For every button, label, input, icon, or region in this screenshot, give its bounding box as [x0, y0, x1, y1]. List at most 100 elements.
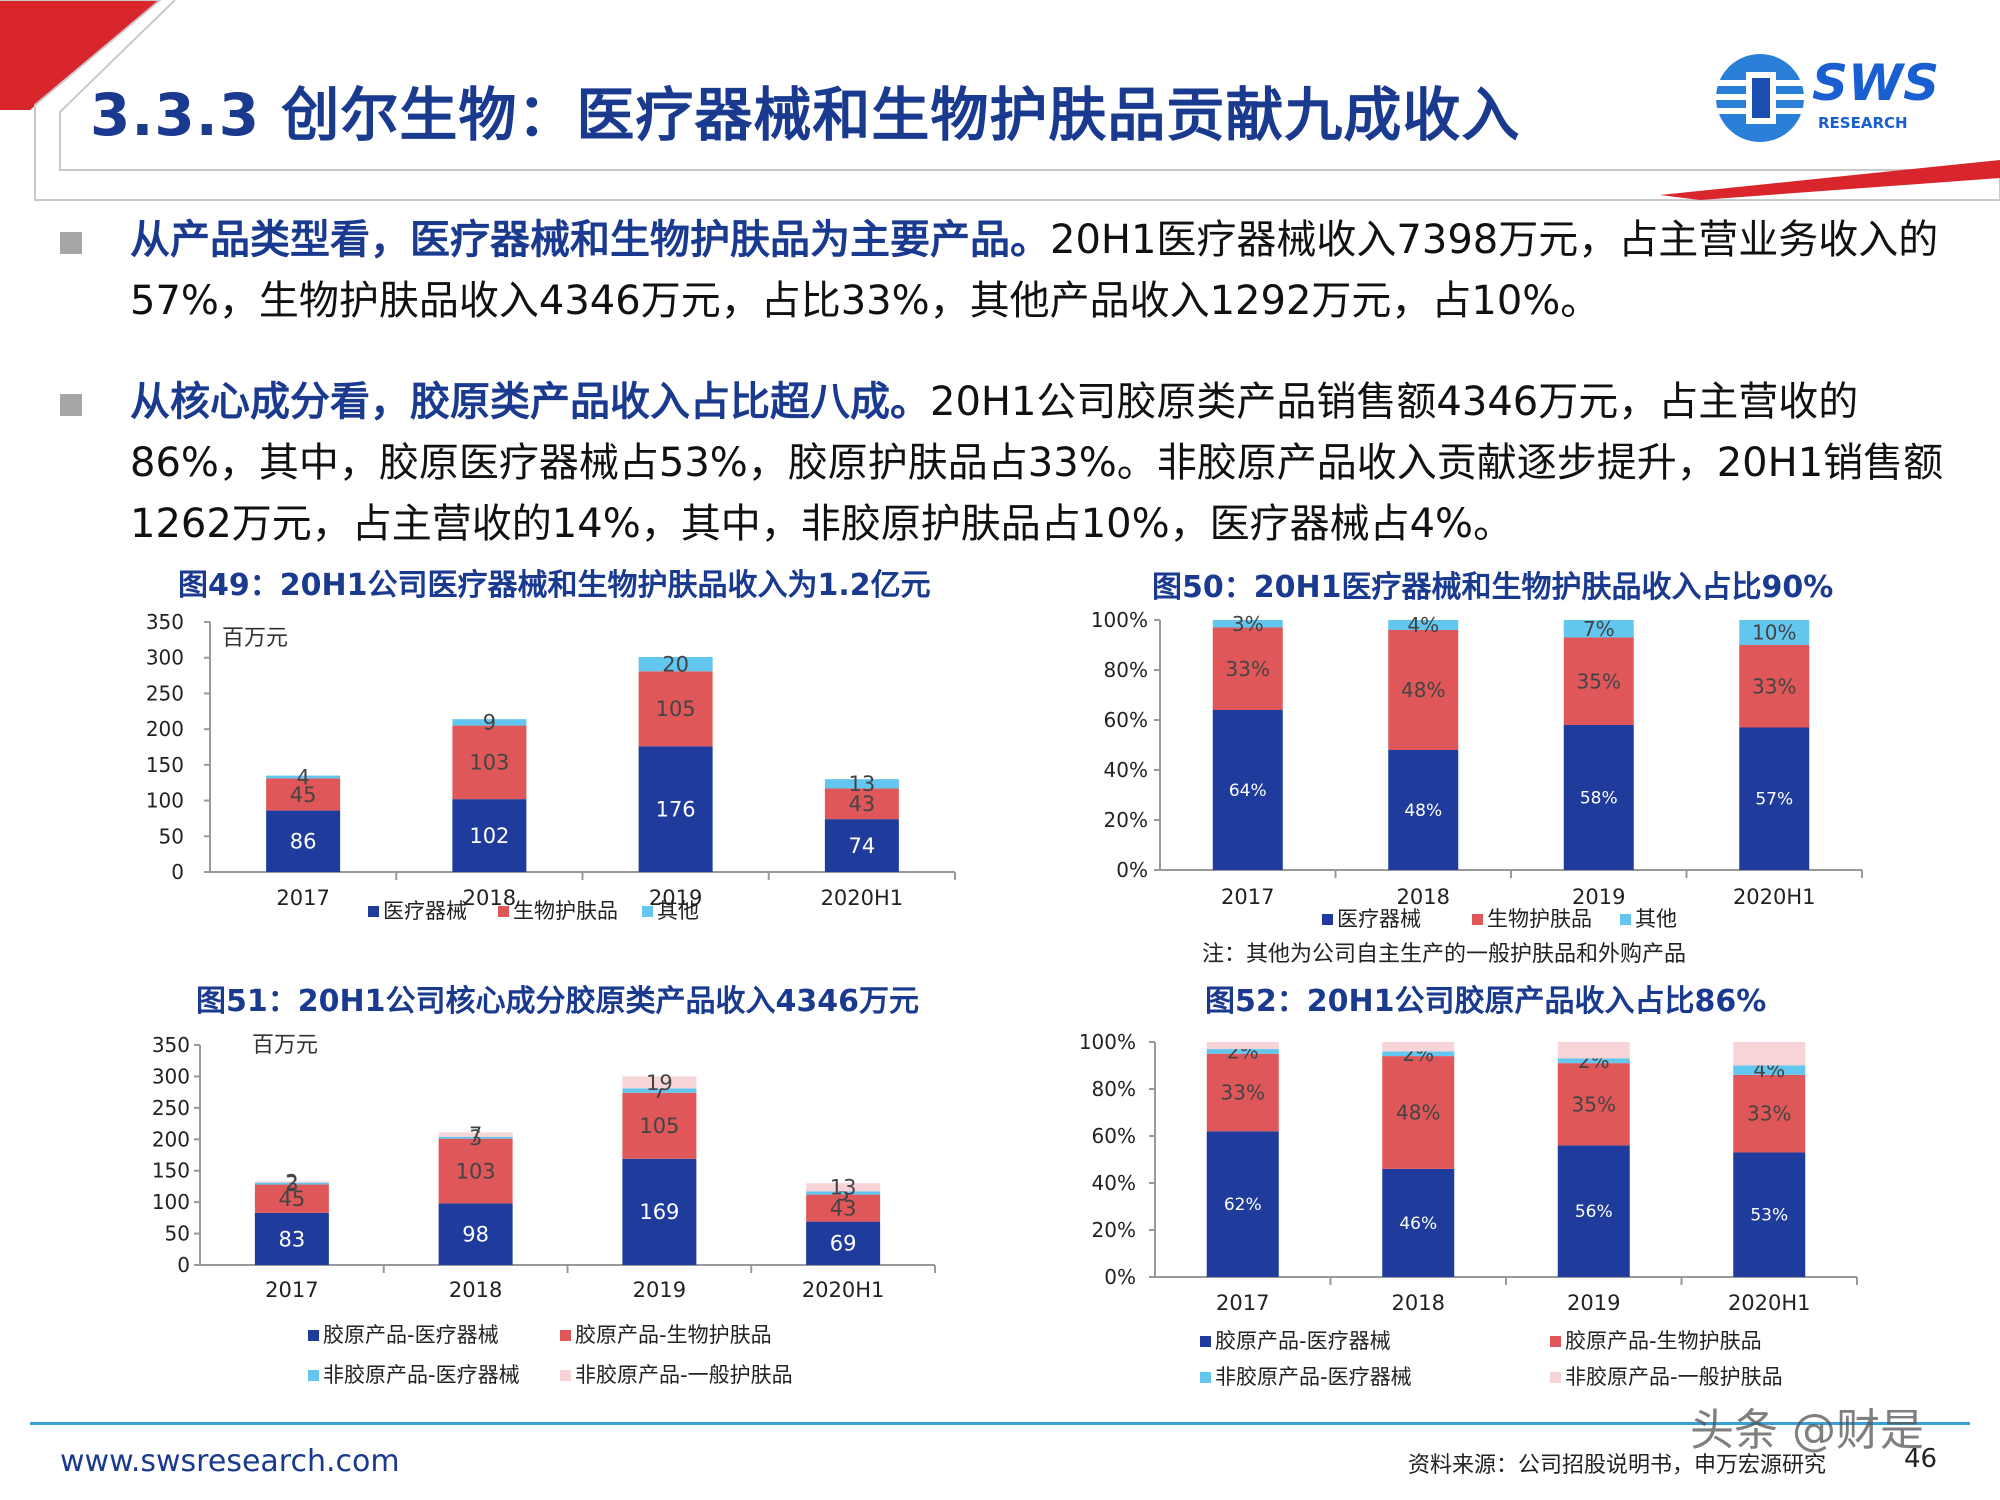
data-label: 45	[279, 1187, 306, 1211]
logo-subtext: RESEARCH	[1818, 114, 1908, 132]
x-tick-label: 2019	[1567, 1291, 1620, 1315]
bar-segment	[1206, 1049, 1279, 1054]
bar-segment	[1212, 620, 1283, 628]
watermark: 头条 @财是	[1690, 1405, 1924, 1456]
data-label: 103	[456, 1159, 496, 1183]
bar-segment	[438, 1136, 513, 1139]
legend-label: 非胶原产品-医疗器械	[323, 1363, 520, 1387]
legend-swatch	[560, 1330, 571, 1341]
bar-segment	[254, 1181, 329, 1183]
bar-segment	[1563, 637, 1634, 725]
data-label: 19	[646, 1071, 673, 1095]
y-tick-label: 80%	[1104, 658, 1148, 682]
footer-url-link[interactable]: www.swsresearch.com	[60, 1444, 400, 1479]
legend-label: 非胶原产品-医疗器械	[1215, 1365, 1412, 1389]
page-title: 3.3.3 创尔生物：医疗器械和生物护肤品贡献九成收入	[90, 81, 1521, 149]
y-tick-label: 250	[146, 681, 184, 705]
bullet-square-icon	[60, 394, 82, 416]
sws-logo: SWS RESEARCH	[1712, 50, 1962, 150]
legend-label: 其他	[657, 899, 699, 923]
data-label: 98	[462, 1223, 489, 1247]
legend-label: 生物护肤品	[1487, 907, 1592, 931]
legend-swatch	[308, 1370, 319, 1381]
data-label: 53%	[1750, 1206, 1788, 1226]
data-label: 62%	[1224, 1195, 1262, 1215]
bar-segment	[438, 1203, 513, 1265]
bar-segment	[1557, 1042, 1630, 1059]
bar-segment	[1557, 1058, 1630, 1064]
data-label: 35%	[1572, 1092, 1616, 1116]
data-label: 69	[830, 1232, 857, 1256]
data-label: 13	[849, 772, 876, 796]
legend-swatch	[560, 1370, 571, 1381]
header-decoration	[0, 0, 2000, 201]
data-label: 46%	[1399, 1214, 1437, 1234]
y-tick-label: 200	[152, 1127, 190, 1151]
bar-segment	[452, 725, 527, 800]
data-label: 105	[656, 697, 696, 721]
data-label: 43	[849, 792, 876, 816]
x-tick-label: 2019	[633, 1278, 686, 1302]
y-tick-label: 60%	[1092, 1124, 1136, 1148]
bar-segment	[1382, 1042, 1455, 1052]
bar-segment	[254, 1212, 329, 1265]
bar-segment	[1733, 1074, 1806, 1153]
y-tick-label: 20%	[1104, 808, 1148, 832]
unit-label: 百万元	[222, 626, 288, 651]
sws-globe-icon	[1716, 54, 1808, 142]
x-tick-label: 2018	[1397, 885, 1450, 909]
bar-segment	[254, 1184, 329, 1213]
figure-49-title: 图49：20H1公司医疗器械和生物护肤品收入为1.2亿元	[178, 568, 931, 603]
legend-swatch	[1200, 1336, 1211, 1347]
data-label: 103	[469, 751, 509, 775]
footer-divider	[30, 1422, 1970, 1425]
data-label: 35%	[1577, 669, 1621, 693]
legend-swatch	[1550, 1372, 1561, 1383]
figure-50-title: 图50：20H1医疗器械和生物护肤品收入占比90%	[1152, 570, 1834, 605]
page-number: 46	[1904, 1444, 1938, 1474]
data-label: 33%	[1221, 1081, 1265, 1105]
x-tick-label: 2019	[1572, 885, 1625, 909]
x-tick-label: 2020H1	[802, 1278, 885, 1302]
bar-segment	[1563, 620, 1634, 638]
legend-label: 医疗器械	[1337, 907, 1421, 931]
bar-segment	[254, 1182, 329, 1185]
data-label: 48%	[1404, 801, 1442, 821]
x-tick-label: 2018	[449, 1278, 502, 1302]
bar-segment	[622, 1158, 697, 1265]
bar-segment	[1382, 1056, 1455, 1169]
legend-swatch	[308, 1330, 319, 1341]
x-tick-label: 2020H1	[1733, 885, 1816, 909]
y-tick-label: 0%	[1116, 858, 1148, 882]
bar-segment	[1382, 1051, 1455, 1057]
bar-segment	[638, 746, 713, 872]
bar-segment	[1733, 1065, 1806, 1075]
data-label: 3%	[1232, 612, 1264, 636]
bar-segment	[266, 778, 341, 811]
y-tick-label: 100%	[1079, 1030, 1136, 1054]
slide-header: 3.3.3 创尔生物：医疗器械和生物护肤品贡献九成收入 SWS RESEARCH	[0, 0, 2000, 205]
y-tick-label: 100	[146, 789, 184, 813]
bar-segment	[622, 1088, 697, 1093]
bullet-lead: 从核心成分看，胶原类产品收入占比超八成。	[130, 379, 930, 425]
y-tick-label: 20%	[1092, 1218, 1136, 1242]
bar-segment	[806, 1183, 881, 1192]
data-label: 9	[483, 711, 496, 735]
bar-segment	[806, 1221, 881, 1265]
bar-segment	[1733, 1042, 1806, 1066]
bar-segment	[1739, 727, 1810, 870]
data-label: 33%	[1752, 674, 1796, 698]
figure-52-title: 图52：20H1公司胶原产品收入占比86%	[1205, 984, 1767, 1019]
x-tick-label: 2018	[1392, 1291, 1445, 1315]
y-tick-label: 200	[146, 717, 184, 741]
bullet-item: 从产品类型看，医疗器械和生物护肤品为主要产品。20H1医疗器械收入7398万元，…	[60, 210, 1960, 332]
bar-segment	[622, 1092, 697, 1159]
x-tick-label: 2017	[1221, 885, 1274, 909]
data-label: 33%	[1226, 657, 1270, 681]
data-label: 105	[639, 1114, 679, 1138]
legend-label: 胶原产品-医疗器械	[1215, 1329, 1391, 1353]
y-tick-label: 0	[171, 860, 184, 884]
bar-segment	[1563, 725, 1634, 870]
legend-label: 胶原产品-医疗器械	[323, 1323, 499, 1347]
